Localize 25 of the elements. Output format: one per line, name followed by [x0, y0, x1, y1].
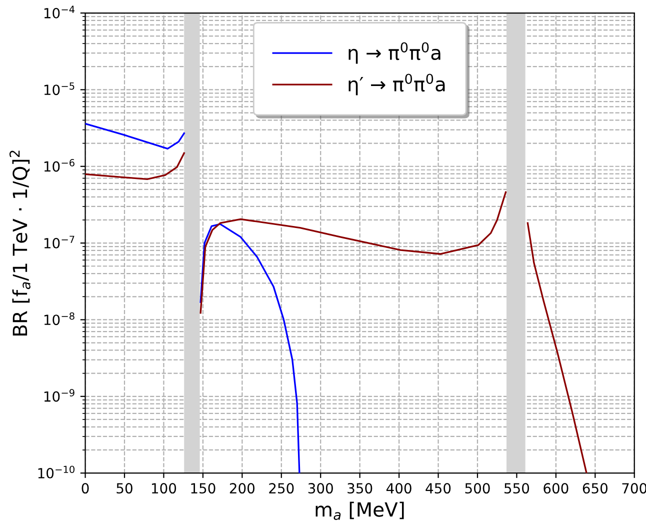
y-tick-label: 10$^{−7}$	[44, 236, 74, 248]
y-axis-title: BR [f$_{a}$/1 TeV · 1/Q]$^{2}$	[10, 150, 30, 336]
x-tick-label: 350	[348, 483, 372, 494]
y-tick-label: 10$^{−10}$	[38, 466, 74, 478]
x-tick-label: 500	[465, 483, 490, 494]
x-tick-label: 50	[116, 483, 132, 494]
x-tick-label: 600	[544, 483, 568, 494]
x-axis-title: m$_{a}$ [MeV]	[316, 502, 404, 520]
x-tick-label: 150	[191, 483, 216, 494]
legend-label: η′ → π$^{0}$π$^{0}$a	[348, 74, 445, 96]
y-tick-label: 10$^{−6}$	[44, 159, 74, 172]
y-tick-label: 10$^{−8}$	[44, 312, 74, 326]
x-tick-label: 550	[504, 483, 530, 494]
x-tick-label: 250	[269, 483, 294, 494]
legend-label: η → π$^{0}$π$^{0}$a	[348, 42, 440, 64]
x-tick-label: 100	[152, 483, 176, 494]
y-tick-label: 10$^{−4}$	[44, 6, 75, 18]
x-tick-label: 450	[426, 483, 451, 494]
x-tick-label: 400	[386, 483, 412, 494]
x-tick-label: 0	[82, 483, 89, 494]
y-tick-label: 10$^{−9}$	[44, 389, 74, 402]
x-tick-label: 650	[582, 483, 608, 494]
y-tick-label: 10$^{−5}$	[44, 82, 74, 96]
x-tick-label: 300	[308, 483, 333, 494]
x-tick-label: 200	[230, 483, 254, 494]
